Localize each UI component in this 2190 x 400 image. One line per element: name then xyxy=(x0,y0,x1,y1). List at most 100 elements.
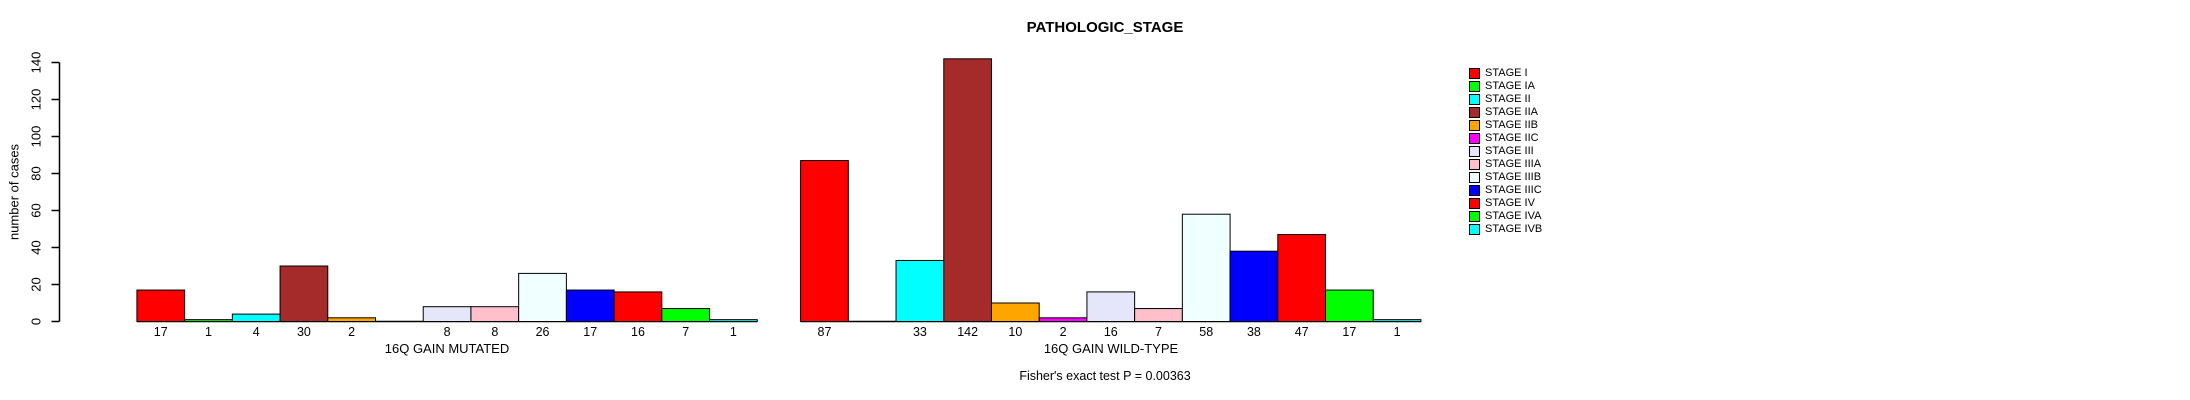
legend-item-stage-ii: STAGE II xyxy=(1469,93,1542,106)
legend-item-stage-ia: STAGE IA xyxy=(1469,80,1542,93)
x-group-label-wild-type: 16Q GAIN WILD-TYPE xyxy=(1043,341,1179,356)
legend-item-stage-iii: STAGE III xyxy=(1469,145,1542,158)
chart-title: PATHOLOGIC_STAGE xyxy=(1026,19,1184,36)
y-tick-label: 60 xyxy=(29,203,44,217)
bar-16q-gain-mutated-stage-ii xyxy=(231,313,281,323)
bar-16q-gain-mutated-stage-iib xyxy=(327,317,376,322)
bar-16q-gain-wild-type-stage-ivb xyxy=(1372,319,1422,322)
bar-value-label: 16 xyxy=(631,325,645,339)
legend-item-label: STAGE II xyxy=(1485,93,1531,105)
bar-16q-gain-mutated-stage-i xyxy=(136,289,186,322)
y-tick-label: 140 xyxy=(29,52,44,74)
legend-item-stage-i: STAGE I xyxy=(1469,67,1542,80)
bar-value-label: 17 xyxy=(1342,325,1356,339)
bar-value-label: 58 xyxy=(1199,325,1213,339)
legend-swatch xyxy=(1469,198,1480,209)
legend-item-stage-iiia: STAGE IIIA xyxy=(1469,158,1542,171)
legend-item-stage-ivb: STAGE IVB xyxy=(1469,223,1542,236)
legend-item-label: STAGE IIB xyxy=(1485,119,1538,131)
bar-value-label: 7 xyxy=(1155,325,1162,339)
fisher-test-annotation: Fisher's exact test P = 0.00363 xyxy=(1019,369,1191,383)
bar-value-label: 1 xyxy=(730,325,737,339)
bar-value-label: 10 xyxy=(1008,325,1022,339)
legend-swatch xyxy=(1469,94,1480,105)
bar-16q-gain-wild-type-stage-iic xyxy=(1038,317,1088,322)
legend-item-stage-iib: STAGE IIB xyxy=(1469,119,1542,132)
bar-value-label: 38 xyxy=(1247,325,1261,339)
legend-swatch xyxy=(1469,146,1480,157)
bar-16q-gain-wild-type-stage-iiib xyxy=(1181,213,1231,322)
bar-value-label: 1 xyxy=(1394,325,1401,339)
legend-item-stage-iiic: STAGE IIIC xyxy=(1469,184,1542,197)
bar-value-label: 47 xyxy=(1295,325,1309,339)
legend-swatch xyxy=(1469,120,1480,131)
legend-item-label: STAGE IIA xyxy=(1485,106,1538,118)
y-tick-label: 80 xyxy=(29,166,44,180)
bar-16q-gain-mutated-stage-iiia xyxy=(470,306,520,323)
bar-16q-gain-wild-type-stage-iva xyxy=(1325,289,1374,322)
bar-value-label: 30 xyxy=(297,325,311,339)
bar-value-label: 87 xyxy=(818,325,832,339)
bar-value-label: 17 xyxy=(154,325,168,339)
legend-item-stage-iva: STAGE IVA xyxy=(1469,210,1542,223)
bar-value-label: 26 xyxy=(536,325,550,339)
y-axis-label: number of cases xyxy=(6,143,22,241)
bar-16q-gain-wild-type-stage-iia xyxy=(943,58,992,323)
bar-value-label: 8 xyxy=(444,325,451,339)
legend-item-stage-iic: STAGE IIC xyxy=(1469,132,1542,145)
y-tick-label: 40 xyxy=(29,240,44,254)
legend-item-label: STAGE IIIB xyxy=(1485,171,1542,183)
bar-value-label: 8 xyxy=(491,325,498,339)
legend: STAGE I STAGE IA STAGE II STAGE IIA STAGE II… xyxy=(1469,67,1542,236)
legend-swatch xyxy=(1469,159,1480,170)
legend-item-label: STAGE III xyxy=(1485,145,1534,157)
legend-swatch xyxy=(1469,185,1480,196)
y-tick-label: 20 xyxy=(29,277,44,291)
bar-value-label: 7 xyxy=(682,325,689,339)
legend-item-stage-iiib: STAGE IIIB xyxy=(1469,171,1542,184)
bar-16q-gain-mutated-stage-iia xyxy=(279,265,329,322)
legend-item-label: STAGE IVB xyxy=(1485,223,1543,235)
bar-value-label: 1 xyxy=(205,325,212,339)
bar-16q-gain-mutated-stage-iiib xyxy=(518,272,567,322)
bar-16q-gain-wild-type-stage-iv xyxy=(1277,234,1327,322)
legend-swatch xyxy=(1469,224,1480,235)
x-group-label-mutated: 16Q GAIN MUTATED xyxy=(384,341,510,356)
legend-swatch xyxy=(1469,81,1480,92)
legend-swatch xyxy=(1469,172,1480,183)
bar-16q-gain-wild-type-stage-iiic xyxy=(1229,250,1279,322)
bar-value-label: 17 xyxy=(583,325,597,339)
legend-item-label: STAGE IIC xyxy=(1485,132,1539,144)
bar-16q-gain-wild-type-stage-ii xyxy=(895,259,945,323)
legend-swatch xyxy=(1469,211,1480,222)
legend-swatch xyxy=(1469,68,1480,79)
legend-item-label: STAGE IA xyxy=(1485,80,1535,92)
y-tick-label: 100 xyxy=(29,126,44,148)
legend-item-stage-iv: STAGE IV xyxy=(1469,197,1542,210)
bar-16q-gain-mutated-stage-iv xyxy=(613,291,663,322)
y-tick-label: 120 xyxy=(29,89,44,111)
bar-16q-gain-mutated-stage-ia xyxy=(184,319,233,322)
legend-swatch xyxy=(1469,133,1480,144)
legend-item-label: STAGE IVA xyxy=(1485,210,1542,222)
legend-item-label: STAGE IIIC xyxy=(1485,184,1542,196)
bar-16q-gain-wild-type-stage-iib xyxy=(990,302,1040,322)
bar-value-label: 142 xyxy=(957,325,978,339)
bar-value-label: 2 xyxy=(1060,325,1067,339)
bar-16q-gain-wild-type-stage-iii xyxy=(1086,291,1136,322)
bar-16q-gain-wild-type-stage-iiia xyxy=(1134,308,1183,322)
legend-swatch xyxy=(1469,107,1480,118)
bar-16q-gain-wild-type-stage-i xyxy=(800,160,849,322)
bar-value-label: 16 xyxy=(1104,325,1118,339)
legend-item-label: STAGE IV xyxy=(1485,197,1535,209)
y-tick-label: 0 xyxy=(29,318,44,325)
bar-16q-gain-mutated-stage-ivb xyxy=(709,319,758,322)
bar-value-label: 4 xyxy=(253,325,260,339)
legend-item-label: STAGE I xyxy=(1485,67,1528,79)
bar-16q-gain-mutated-stage-iii xyxy=(422,306,472,323)
bar-value-label: 2 xyxy=(348,325,355,339)
bar-16q-gain-mutated-stage-iva xyxy=(661,308,711,322)
legend-item-label: STAGE IIIA xyxy=(1485,158,1542,170)
